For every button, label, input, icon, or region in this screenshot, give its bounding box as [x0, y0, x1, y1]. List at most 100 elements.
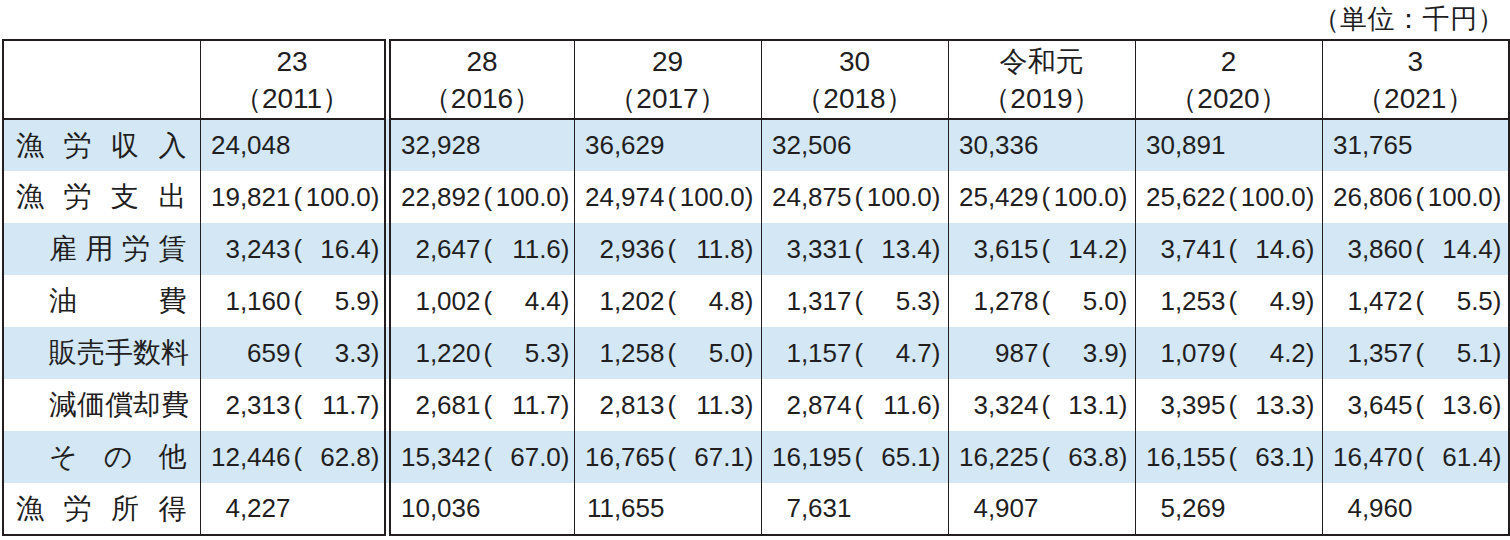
- value-cell: 1,202(4.8): [574, 275, 761, 327]
- paren-close-glyph: ): [1306, 286, 1315, 317]
- table-row: 油費1,160(5.9)1,002(4.4)1,202(4.8)1,317(5.…: [3, 275, 1509, 327]
- value-wrap: 10,036: [391, 493, 574, 524]
- value-number: 31,765: [1331, 130, 1413, 161]
- value-wrap: 11,655: [575, 493, 761, 524]
- paren-open-glyph: (: [1042, 338, 1051, 369]
- percent-value: 4.7: [863, 338, 932, 369]
- value-number: 16,470: [1331, 442, 1413, 473]
- paren-close-glyph: ): [1119, 338, 1128, 369]
- paren-close-glyph: ): [561, 182, 570, 213]
- paren-open-glyph: (: [1042, 234, 1051, 265]
- paren-close-glyph: ): [371, 234, 380, 265]
- value-wrap: 1,002(4.4): [391, 286, 574, 317]
- value-percent: (11.6): [855, 390, 941, 421]
- value-number: 2,936: [583, 234, 665, 265]
- percent-value: 11.7: [302, 390, 371, 421]
- paren-open-glyph: (: [668, 390, 677, 421]
- value-cell: 1,258(5.0): [574, 327, 761, 379]
- value-cell: 1,079(4.2): [1135, 327, 1322, 379]
- paren-close-glyph: ): [1493, 286, 1502, 317]
- value-wrap: 2,681(11.7): [391, 390, 574, 421]
- value-wrap: 3,395(13.3): [1136, 390, 1322, 421]
- percent-value: 11.8: [676, 234, 745, 265]
- percent-value: 11.3: [676, 390, 745, 421]
- value-number: 7,631: [770, 493, 852, 524]
- paren-open-glyph: (: [294, 286, 303, 317]
- value-number: 3,645: [1331, 390, 1413, 421]
- paren-close-glyph: ): [1306, 338, 1315, 369]
- paren-close-glyph: ): [1306, 234, 1315, 265]
- value-wrap: 3,741(14.6): [1136, 234, 1322, 265]
- paren-open-glyph: (: [484, 338, 493, 369]
- value-wrap: 987(3.9): [949, 338, 1135, 369]
- paren-open-glyph: (: [668, 234, 677, 265]
- percent-value: 67.0: [492, 442, 561, 473]
- percent-value: 13.3: [1237, 390, 1306, 421]
- percent-value: 100.0: [863, 182, 932, 213]
- header-era-label: 3: [1323, 43, 1509, 80]
- value-wrap: 15,342(67.0): [391, 442, 574, 473]
- value-cell: 2,936(11.8): [574, 223, 761, 275]
- value-wrap: 1,472(5.5): [1323, 286, 1509, 317]
- value-number: 19,821: [209, 182, 291, 213]
- value-wrap: 30,336: [949, 130, 1135, 161]
- paren-close-glyph: ): [1306, 442, 1315, 473]
- paren-close-glyph: ): [371, 442, 380, 473]
- paren-close-glyph: ): [371, 338, 380, 369]
- column-header: 23（2011）: [200, 40, 387, 119]
- value-percent: (11.3): [668, 390, 754, 421]
- paren-open-glyph: (: [1416, 286, 1425, 317]
- header-year-label: （2019）: [949, 80, 1135, 117]
- paren-close-glyph: ): [371, 390, 380, 421]
- value-percent: (5.3): [484, 338, 570, 369]
- paren-open-glyph: (: [484, 286, 493, 317]
- value-cell: 987(3.9): [948, 327, 1135, 379]
- value-wrap: 4,907: [949, 493, 1135, 524]
- paren-open-glyph: (: [1042, 182, 1051, 213]
- header-year-label: （2021）: [1323, 80, 1509, 117]
- value-number: 32,928: [399, 130, 481, 161]
- row-label: 油費: [3, 275, 200, 327]
- percent-value: 62.8: [302, 442, 371, 473]
- value-wrap: 22,892(100.0): [391, 182, 574, 213]
- header-year-label: （2011）: [201, 80, 384, 117]
- percent-value: 13.4: [863, 234, 932, 265]
- value-wrap: 32,928: [391, 130, 574, 161]
- percent-value: 4.8: [676, 286, 745, 317]
- value-percent: (14.6): [1229, 234, 1315, 265]
- paren-open-glyph: (: [484, 442, 493, 473]
- paren-close-glyph: ): [561, 234, 570, 265]
- header-year-label: （2017）: [575, 80, 761, 117]
- value-number: 24,875: [770, 182, 852, 213]
- value-cell: 16,470(61.4): [1322, 431, 1509, 483]
- percent-value: 100.0: [1050, 182, 1119, 213]
- paren-open-glyph: (: [668, 286, 677, 317]
- percent-value: 5.3: [863, 286, 932, 317]
- percent-value: 16.4: [302, 234, 371, 265]
- value-percent: (11.7): [294, 390, 380, 421]
- paren-close-glyph: ): [932, 390, 941, 421]
- value-cell: 3,615(14.2): [948, 223, 1135, 275]
- value-percent: (4.8): [668, 286, 754, 317]
- paren-close-glyph: ): [1119, 234, 1128, 265]
- value-percent: (63.1): [1229, 442, 1315, 473]
- value-percent: (3.3): [294, 338, 380, 369]
- percent-value: 100.0: [676, 182, 745, 213]
- value-cell: 1,220(5.3): [387, 327, 574, 379]
- value-cell: 16,765(67.1): [574, 431, 761, 483]
- value-cell: 7,631: [761, 483, 948, 535]
- paren-close-glyph: ): [1493, 390, 1502, 421]
- paren-open-glyph: (: [855, 338, 864, 369]
- value-cell: 16,195(65.1): [761, 431, 948, 483]
- value-number: 1,253: [1144, 286, 1226, 317]
- paren-open-glyph: (: [294, 390, 303, 421]
- value-percent: (5.9): [294, 286, 380, 317]
- value-cell: 3,645(13.6): [1322, 379, 1509, 431]
- value-cell: 1,157(4.7): [761, 327, 948, 379]
- value-wrap: 3,860(14.4): [1323, 234, 1509, 265]
- value-wrap: 25,429(100.0): [949, 182, 1135, 213]
- value-wrap: 2,647(11.6): [391, 234, 574, 265]
- table-row: 漁労収入24,04832,92836,62932,50630,33630,891…: [3, 119, 1509, 171]
- value-wrap: 4,960: [1323, 493, 1509, 524]
- percent-value: 61.4: [1424, 442, 1493, 473]
